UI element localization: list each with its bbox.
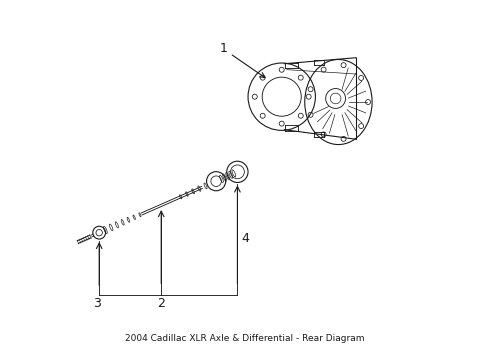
Text: 3: 3 (93, 297, 101, 310)
Text: 1: 1 (219, 42, 264, 78)
Text: 2004 Cadillac XLR Axle & Differential - Rear Diagram: 2004 Cadillac XLR Axle & Differential - … (124, 334, 364, 343)
Text: 4: 4 (241, 232, 248, 245)
Text: 2: 2 (157, 297, 165, 310)
